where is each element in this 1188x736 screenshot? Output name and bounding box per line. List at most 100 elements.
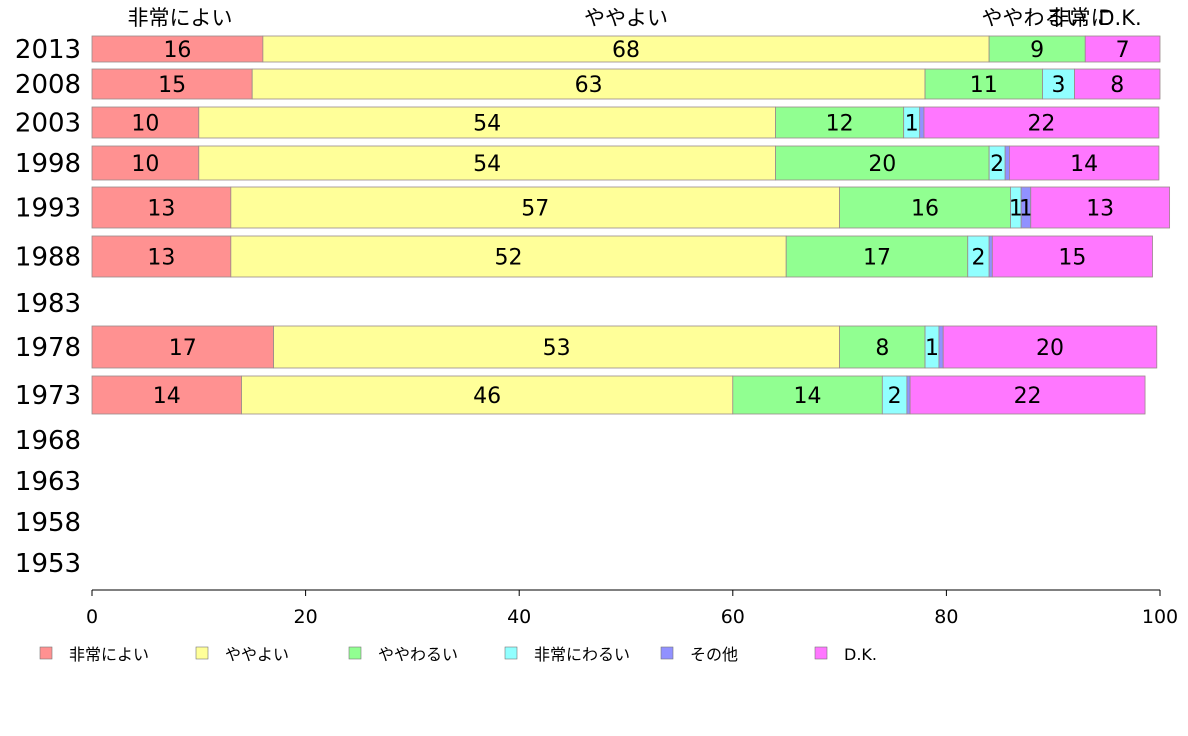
- bar-segment: [1084, 35, 1161, 63]
- data-label: 8: [875, 336, 889, 361]
- data-label: 9: [1030, 38, 1044, 63]
- bar-segment: [273, 325, 840, 369]
- bar-segment: [198, 145, 776, 181]
- legend-label: 非常にわるい: [534, 645, 630, 664]
- legend-label: ややよい: [225, 645, 289, 664]
- top-series-label: 非常に: [1049, 6, 1112, 30]
- data-label: 63: [575, 73, 603, 98]
- bar-segment: [775, 106, 905, 139]
- x-tick-label: 40: [507, 606, 531, 628]
- bar-segment: [1030, 186, 1171, 229]
- data-label: 54: [473, 112, 501, 137]
- x-tick-label: 80: [934, 606, 958, 628]
- data-label: 3: [1052, 73, 1066, 98]
- data-label: 1: [925, 336, 939, 361]
- data-label: 57: [521, 197, 549, 222]
- data-label: 11: [970, 73, 998, 98]
- category-label: 1983: [15, 289, 81, 319]
- data-label: 16: [163, 38, 191, 63]
- data-label: 2: [888, 384, 902, 409]
- category-label: 2013: [15, 35, 81, 65]
- bar-segment: [938, 325, 944, 369]
- bar-segment: [1074, 68, 1161, 100]
- data-label: 22: [1027, 112, 1055, 137]
- data-label: 1: [905, 112, 919, 137]
- data-label: 20: [1036, 336, 1064, 361]
- bar-segment: [91, 106, 200, 139]
- legend-swatch: [39, 646, 53, 660]
- bar-segment: [241, 375, 734, 415]
- data-label: 22: [1014, 384, 1042, 409]
- legend-label: その他: [690, 645, 738, 664]
- legend-label: D.K.: [844, 645, 877, 664]
- bar-segment: [988, 235, 993, 278]
- legend-swatch: [195, 646, 209, 660]
- data-label: 17: [169, 336, 197, 361]
- top-series-label: ややわるい: [982, 6, 1087, 30]
- data-label: 15: [158, 73, 186, 98]
- bar-segment: [988, 35, 1086, 63]
- bar-segment: [91, 186, 232, 229]
- bar-segment: [991, 235, 1153, 278]
- bar-segment: [91, 235, 232, 278]
- data-label: 8: [1110, 73, 1124, 98]
- bar-segment: [1042, 68, 1075, 100]
- category-label: 1998: [15, 149, 81, 179]
- bar-segment: [91, 35, 264, 63]
- bar-segment: [262, 35, 990, 63]
- data-label: 14: [153, 384, 181, 409]
- bar-segment: [91, 145, 200, 181]
- category-label: 2003: [15, 109, 81, 139]
- bar-segment: [909, 375, 1146, 415]
- data-label: 52: [495, 246, 523, 271]
- category-label: 1958: [15, 508, 81, 538]
- top-series-label: D.K.: [1098, 6, 1141, 30]
- x-tick-label: 0: [86, 606, 98, 628]
- data-label: 53: [543, 336, 571, 361]
- data-label: 20: [868, 152, 896, 177]
- category-label: 2008: [15, 70, 81, 100]
- data-label: 54: [473, 152, 501, 177]
- x-tick-label: 100: [1142, 606, 1178, 628]
- bar-segment: [1009, 145, 1160, 181]
- data-label: 14: [794, 384, 822, 409]
- top-series-label: 非常によい: [128, 6, 233, 30]
- legend-swatch: [348, 646, 362, 660]
- x-tick-label: 20: [294, 606, 318, 628]
- bar-segment: [785, 235, 969, 278]
- data-label: 13: [1086, 197, 1114, 222]
- data-label: 17: [863, 246, 891, 271]
- category-label: 1978: [15, 333, 81, 363]
- data-label: 16: [911, 197, 939, 222]
- legend-label: ややわるい: [378, 645, 458, 664]
- legend-label: 非常によい: [69, 645, 149, 664]
- data-label: 13: [147, 197, 175, 222]
- bar-segment: [923, 106, 1160, 139]
- data-label: 14: [1070, 152, 1098, 177]
- category-label: 1968: [15, 426, 81, 456]
- data-label: 68: [612, 38, 640, 63]
- data-label: 7: [1116, 38, 1130, 63]
- bar-segment: [91, 325, 274, 369]
- bar-segment: [839, 325, 926, 369]
- data-label: 1: [1009, 197, 1023, 222]
- category-label: 1993: [15, 194, 81, 224]
- bar-segment: [881, 375, 908, 415]
- bar-segment: [1004, 145, 1010, 181]
- legend-swatch: [660, 646, 674, 660]
- data-label: 10: [131, 112, 159, 137]
- bar-segment: [91, 68, 253, 100]
- data-label: 15: [1058, 246, 1086, 271]
- data-label: 1: [1019, 197, 1033, 222]
- bar-segment: [924, 68, 1043, 100]
- category-label: 1988: [15, 243, 81, 273]
- data-label: 13: [147, 246, 175, 271]
- category-label: 1963: [15, 467, 81, 497]
- bar-segment: [251, 68, 926, 100]
- x-tick-label: 60: [721, 606, 745, 628]
- bar-segment: [906, 375, 911, 415]
- data-label: 2: [971, 246, 985, 271]
- bar-segment: [919, 106, 925, 139]
- top-series-label: ややよい: [584, 6, 668, 30]
